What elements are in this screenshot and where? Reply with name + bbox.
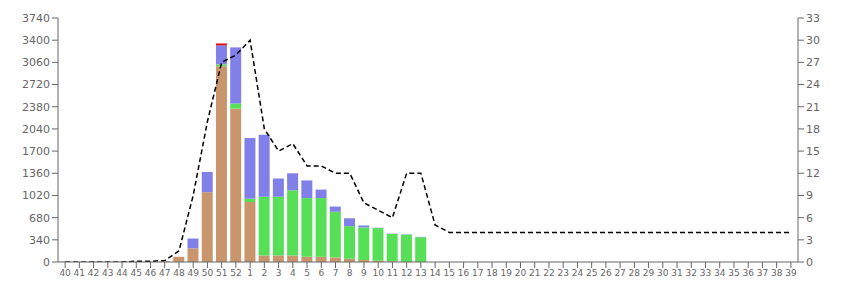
svg-text:21: 21 [529, 268, 540, 278]
svg-text:3740: 3740 [22, 12, 50, 25]
svg-text:11: 11 [387, 268, 398, 278]
svg-text:15: 15 [806, 145, 820, 158]
svg-text:46: 46 [145, 268, 157, 278]
svg-text:2: 2 [261, 268, 267, 278]
svg-text:13: 13 [415, 268, 426, 278]
svg-text:25: 25 [586, 268, 597, 278]
svg-text:4: 4 [290, 268, 296, 278]
svg-text:0: 0 [43, 256, 50, 269]
svg-text:8: 8 [347, 268, 353, 278]
svg-text:1: 1 [247, 268, 253, 278]
svg-text:19: 19 [501, 268, 513, 278]
svg-text:30: 30 [657, 268, 669, 278]
svg-text:28: 28 [629, 268, 641, 278]
svg-text:52: 52 [230, 268, 241, 278]
svg-text:35: 35 [728, 268, 739, 278]
svg-text:10: 10 [372, 268, 384, 278]
svg-text:33: 33 [700, 268, 711, 278]
svg-text:17: 17 [472, 268, 483, 278]
svg-text:24: 24 [806, 78, 820, 91]
svg-text:44: 44 [116, 268, 128, 278]
svg-text:41: 41 [74, 268, 85, 278]
svg-text:14: 14 [429, 268, 441, 278]
svg-text:49: 49 [187, 268, 199, 278]
svg-text:3400: 3400 [22, 34, 50, 47]
svg-text:40: 40 [59, 268, 71, 278]
svg-text:29: 29 [643, 268, 655, 278]
svg-text:48: 48 [173, 268, 185, 278]
svg-text:680: 680 [29, 212, 50, 225]
svg-text:9: 9 [806, 189, 813, 202]
svg-text:12: 12 [401, 268, 412, 278]
svg-text:18: 18 [806, 123, 820, 136]
svg-text:2380: 2380 [22, 101, 50, 114]
svg-text:39: 39 [785, 268, 797, 278]
svg-text:50: 50 [202, 268, 214, 278]
svg-text:2040: 2040 [22, 123, 50, 136]
svg-text:27: 27 [614, 268, 625, 278]
svg-text:23: 23 [557, 268, 568, 278]
svg-text:3060: 3060 [22, 56, 50, 69]
svg-text:7: 7 [333, 268, 339, 278]
svg-text:24: 24 [572, 268, 584, 278]
svg-text:2720: 2720 [22, 78, 50, 91]
svg-text:1700: 1700 [22, 145, 50, 158]
svg-text:31: 31 [671, 268, 682, 278]
svg-text:18: 18 [486, 268, 498, 278]
svg-text:36: 36 [742, 268, 754, 278]
svg-text:5: 5 [304, 268, 310, 278]
svg-text:27: 27 [806, 56, 820, 69]
svg-text:43: 43 [102, 268, 113, 278]
svg-text:6: 6 [806, 212, 813, 225]
svg-text:34: 34 [714, 268, 726, 278]
svg-text:37: 37 [757, 268, 768, 278]
svg-text:6: 6 [318, 268, 324, 278]
svg-text:33: 33 [806, 12, 820, 25]
svg-text:45: 45 [131, 268, 142, 278]
svg-text:22: 22 [543, 268, 554, 278]
svg-text:16: 16 [458, 268, 470, 278]
svg-text:47: 47 [159, 268, 170, 278]
svg-text:15: 15 [444, 268, 455, 278]
svg-text:21: 21 [806, 101, 820, 114]
svg-text:42: 42 [88, 268, 99, 278]
svg-text:20: 20 [515, 268, 527, 278]
svg-text:51: 51 [216, 268, 227, 278]
svg-text:32: 32 [686, 268, 697, 278]
svg-text:38: 38 [771, 268, 783, 278]
svg-text:0: 0 [806, 256, 813, 269]
svg-text:3: 3 [806, 234, 813, 247]
svg-text:340: 340 [29, 234, 50, 247]
svg-text:26: 26 [600, 268, 612, 278]
svg-text:3: 3 [276, 268, 282, 278]
svg-text:1360: 1360 [22, 167, 50, 180]
svg-text:1020: 1020 [22, 189, 50, 202]
svg-text:12: 12 [806, 167, 820, 180]
svg-text:30: 30 [806, 34, 820, 47]
svg-text:9: 9 [361, 268, 367, 278]
